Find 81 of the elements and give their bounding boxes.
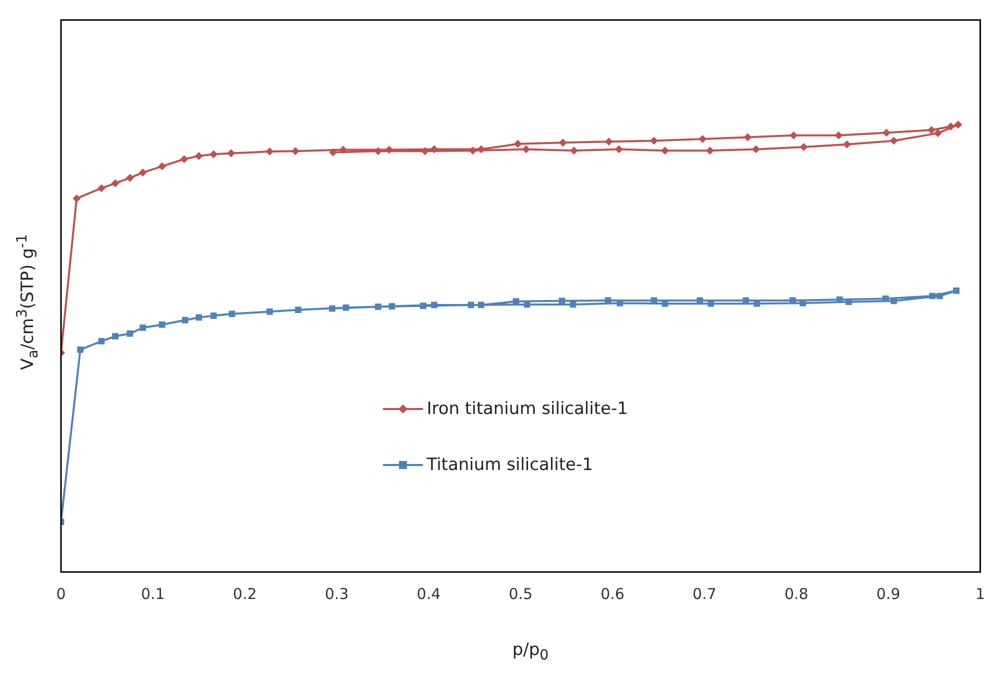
x-tick-label: 0.2 [232,584,257,603]
point [266,148,274,156]
point [744,133,752,142]
point [842,140,851,148]
point [650,297,658,304]
point [954,120,962,129]
point [385,146,394,154]
point [512,298,520,305]
point [339,146,348,154]
point [790,131,798,140]
point [929,292,936,300]
point [614,145,623,154]
point [112,333,118,340]
point [742,297,750,304]
x-tick-label: 0.9 [876,584,900,603]
point [374,304,382,310]
point [77,346,84,353]
point [570,146,578,155]
point [604,138,613,146]
point [126,330,134,337]
point [72,194,81,202]
point [158,321,166,328]
point [158,162,166,170]
x-tick-label: 0 [56,584,66,603]
x-axis-title: p/p$_{0}$ [511,640,550,664]
point [227,149,236,158]
point [98,338,105,344]
point [468,146,477,155]
x-tick-label: 0.3 [324,584,349,603]
x-tick-label: 0.6 [600,584,624,603]
point [374,147,382,156]
point [928,126,936,134]
point [97,184,106,192]
point [650,136,658,145]
point [752,145,760,154]
point [890,136,898,145]
point [196,314,202,321]
point [946,122,955,130]
point [706,146,714,155]
point [558,138,567,147]
point [800,143,808,152]
point [138,168,147,177]
point [388,303,396,310]
point [291,147,300,156]
point [266,308,273,315]
point [660,146,669,155]
point [936,292,943,300]
point [934,129,942,138]
x-tick-label: 0.5 [508,584,533,603]
point [834,131,843,140]
point [140,324,146,331]
point [210,150,218,158]
point [431,302,438,308]
point [698,134,707,143]
x-tick-label: 0.4 [416,584,441,603]
point [478,302,484,308]
point [558,298,566,304]
x-tick-label: 0.1 [140,584,165,603]
point [696,297,704,304]
point [194,152,203,160]
point [522,145,530,154]
point [882,128,890,137]
point [126,174,134,182]
point [210,312,217,319]
x-tick-label: 0.8 [784,584,808,603]
point [328,305,336,312]
point [111,179,120,188]
point [430,145,438,154]
point [420,302,426,310]
point [182,316,188,324]
x-tick-label: 1 [975,584,985,603]
point [342,304,350,311]
legend-label: Titanium silicalite-1 [426,455,593,476]
point [180,155,188,164]
point [329,148,338,156]
point [294,306,302,314]
point [228,310,236,318]
point [514,140,522,148]
x-tick-label: 0.7 [692,584,716,603]
point [953,287,960,294]
legend-label: Iron titanium silicalite-1 [426,399,628,420]
